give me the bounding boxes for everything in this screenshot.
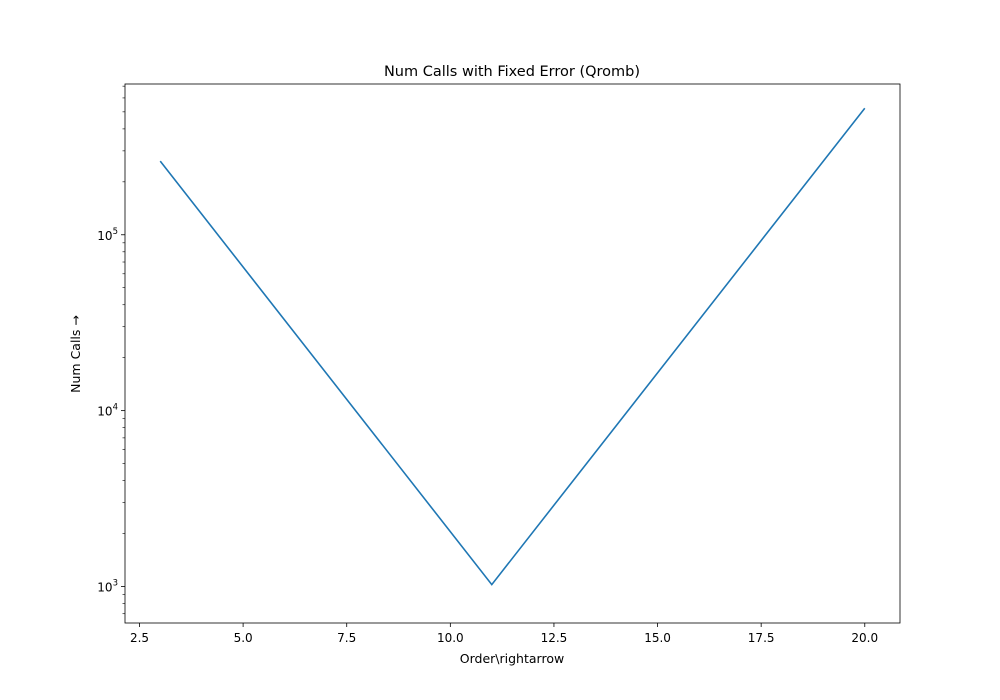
series-line-0 xyxy=(159,107,866,586)
axes-frame xyxy=(124,83,901,624)
x-tick-label: 17.5 xyxy=(748,631,775,645)
y-tick-label: 105 xyxy=(97,227,118,243)
x-tick-label: 20.0 xyxy=(851,631,878,645)
x-tick-label: 10.0 xyxy=(437,631,464,645)
y-axis-label: Num Calls → xyxy=(68,315,83,393)
chart-title: Num Calls with Fixed Error (Qromb) xyxy=(384,64,640,80)
x-axis-label: Order\rightarrow xyxy=(460,651,564,666)
x-tick-label: 5.0 xyxy=(234,631,253,645)
y-tick-label: 104 xyxy=(97,403,118,419)
x-tick-label: 7.5 xyxy=(337,631,356,645)
y-tick-label: 103 xyxy=(97,578,118,594)
x-tick-label: 12.5 xyxy=(541,631,568,645)
x-tick-label: 15.0 xyxy=(644,631,671,645)
x-tick-label: 2.5 xyxy=(130,631,149,645)
plot-area: 2.5 5.0 7.5 10.0 12.5 15.0 17.5 20.0 103 104 105 xyxy=(97,83,901,645)
